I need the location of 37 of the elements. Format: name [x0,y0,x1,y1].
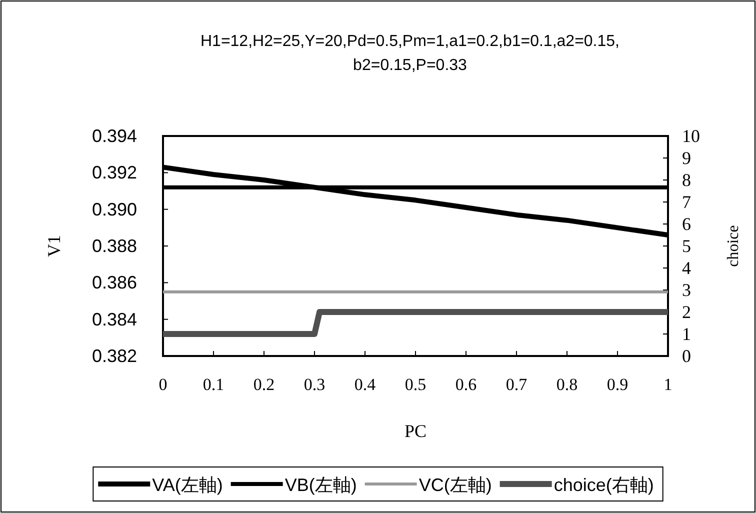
y-tick-label: 0.384 [92,309,137,330]
legend-label: choice(右軸) [554,475,654,495]
x-axis-title: PC [404,421,427,441]
y2-axis-title: choice [725,225,742,267]
x-tick-label: 0.7 [506,375,528,394]
y2-tick-label: 1 [682,324,691,344]
y2-tick-label: 9 [682,148,691,168]
x-tick-label: 0.8 [556,375,578,394]
x-tick-label: 0 [158,375,168,394]
legend-label: VA(左軸) [152,475,223,495]
y-tick-label: 0.390 [92,199,137,220]
x-tick-label: 0.5 [404,375,426,394]
legend-label: VB(左軸) [284,475,357,495]
y2-tick-label: 6 [682,214,691,234]
y2-tick-label: 2 [682,302,691,322]
y-tick-label: 0.382 [92,346,137,366]
y2-tick-label: 5 [682,236,691,256]
y2-tick-label: 3 [682,280,691,300]
y-tick-label: 0.392 [92,162,137,183]
x-tick-label: 0.9 [606,375,628,394]
x-tick-label: 0.6 [455,375,477,394]
y-tick-label: 0.388 [92,236,137,256]
y2-tick-label: 10 [682,126,700,146]
y2-tick-label: 0 [682,346,691,366]
y-tick-label: 0.394 [92,126,137,146]
title: H1=12,H2=25,Y=20,Pd=0.5,Pm=1,a1=0.2,b1=0.1,a2=0.15,b2=0.15,P=0.33 [200,33,620,74]
y-tick-label: 0.386 [92,272,137,293]
legend-label: VC(左軸) [418,475,492,495]
x-tick-label: 0.4 [354,375,376,394]
x-tick-label: 0.1 [202,375,224,394]
y2-tick-label: 8 [682,170,691,190]
x-tick-label: 0.2 [253,375,275,394]
y2-tick-label: 7 [682,192,691,212]
y2-tick-label: 4 [682,258,691,278]
x-tick-label: 0.3 [304,375,326,394]
y-axis-title: V1 [44,235,64,257]
x-tick-label: 1 [664,375,672,394]
